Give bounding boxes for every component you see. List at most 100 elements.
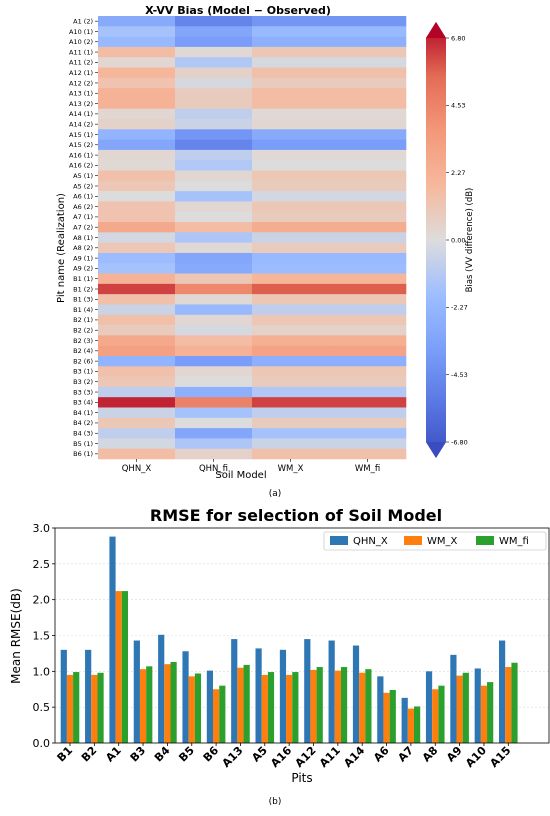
heatmap-row-label: A11 (2) bbox=[69, 59, 93, 67]
bar-wm-x bbox=[115, 591, 122, 743]
bar-chart-x-tick-label: B1 bbox=[55, 744, 76, 765]
heatmap-cell bbox=[98, 57, 176, 68]
heatmap-cell bbox=[175, 345, 253, 357]
heatmap-cell bbox=[98, 314, 176, 326]
colorbar-tick-label: -6.80 bbox=[451, 438, 468, 446]
heatmap-cell bbox=[98, 355, 176, 367]
heatmap-cell bbox=[175, 242, 253, 254]
bar-wm-fi bbox=[267, 672, 275, 743]
heatmap-cell bbox=[329, 417, 407, 429]
heatmap-cell bbox=[252, 57, 330, 68]
heatmap-row-label: B2 (4) bbox=[73, 347, 93, 355]
bar-chart-x-tick-label: A10 bbox=[463, 744, 489, 770]
heatmap-cell bbox=[175, 325, 253, 336]
heatmap-column-label: WM_X bbox=[278, 464, 304, 474]
heatmap-row-label: A9 (1) bbox=[73, 254, 93, 262]
heatmap-cell bbox=[98, 335, 176, 346]
heatmap-cell bbox=[252, 191, 330, 202]
heatmap-cell bbox=[329, 407, 407, 419]
bar-chart-y-ticks: 0.0 0.5 1.0 1.5 2.0 2.5 3.0 bbox=[33, 522, 55, 750]
heatmap-row-label: B3 (2) bbox=[73, 378, 93, 386]
heatmap-cells bbox=[98, 16, 407, 460]
bar-qhn-x bbox=[450, 654, 457, 743]
heatmap-cell bbox=[252, 149, 330, 161]
heatmap-row-label: B3 (4) bbox=[73, 399, 93, 407]
bar-wm-x bbox=[334, 670, 341, 743]
heatmap-cell bbox=[252, 67, 330, 79]
heatmap-cell bbox=[98, 397, 176, 408]
heatmap-cell bbox=[329, 77, 407, 89]
heatmap-cell bbox=[252, 283, 330, 295]
bar-wm-x bbox=[91, 674, 98, 743]
legend-label: WM_X bbox=[427, 536, 458, 547]
bar-chart-x-axis-label: Pits bbox=[291, 771, 312, 785]
bar-chart-x-tick-label: A12 bbox=[293, 744, 319, 770]
bar-qhn-x bbox=[425, 671, 433, 743]
heatmap-row-label: B1 (3) bbox=[73, 296, 93, 304]
heatmap-cell bbox=[98, 26, 176, 37]
bar-chart-y-tick-label: 0.0 bbox=[33, 737, 51, 750]
colorbar-min-arrow bbox=[426, 442, 446, 458]
heatmap-cell bbox=[175, 98, 253, 110]
heatmap-cell bbox=[252, 366, 330, 377]
heatmap-cell bbox=[98, 211, 176, 223]
heatmap-cell bbox=[329, 252, 407, 264]
heatmap-cell bbox=[175, 417, 253, 429]
heatmap-cell bbox=[175, 191, 253, 202]
heatmap-row-label: A7 (1) bbox=[73, 213, 93, 221]
heatmap-row-label: B6 (1) bbox=[73, 450, 93, 458]
bar-wm-x bbox=[310, 669, 317, 743]
heatmap-cell bbox=[175, 263, 253, 274]
heatmap-cell bbox=[98, 242, 176, 254]
heatmap-cell bbox=[252, 242, 330, 254]
heatmap-cell bbox=[175, 201, 253, 213]
bar-qhn-x bbox=[231, 639, 238, 743]
heatmap-cell bbox=[252, 345, 330, 357]
heatmap-cell bbox=[175, 108, 253, 120]
heatmap-cell bbox=[329, 160, 407, 171]
heatmap-cell bbox=[98, 376, 176, 388]
heatmap-cell bbox=[98, 139, 176, 151]
heatmap-row-label: B2 (2) bbox=[73, 327, 93, 335]
bar-chart-y-tick-label: 1.5 bbox=[33, 630, 51, 643]
heatmap-cell bbox=[252, 139, 330, 151]
heatmap-row-label: B4 (2) bbox=[73, 419, 93, 427]
heatmap-cell bbox=[329, 294, 407, 305]
bar-chart-x-tick-label: A8 bbox=[420, 744, 441, 765]
heatmap-cell bbox=[175, 160, 253, 171]
heatmap-cell bbox=[175, 67, 253, 79]
bar-qhn-x bbox=[352, 645, 360, 743]
bar-wm-fi bbox=[414, 706, 421, 743]
heatmap-cell bbox=[252, 16, 330, 27]
bar-chart-x-tick-label: A16 bbox=[268, 744, 294, 770]
heatmap-row-label: A8 (1) bbox=[73, 234, 93, 242]
heatmap-cell bbox=[175, 397, 253, 408]
heatmap-cell bbox=[329, 283, 407, 295]
heatmap-row-label: A11 (1) bbox=[69, 48, 93, 56]
heatmap-cell bbox=[329, 325, 407, 336]
heatmap-y-axis-label: Pit name (Realization) bbox=[56, 193, 67, 303]
bar-wm-x bbox=[407, 708, 414, 743]
heatmap-cell bbox=[98, 16, 176, 27]
colorbar-tick-label: 2.27 bbox=[451, 169, 465, 177]
heatmap-cell bbox=[252, 325, 330, 336]
heatmap-cell bbox=[329, 108, 407, 120]
heatmap-cell bbox=[252, 88, 330, 99]
heatmap-cell bbox=[329, 26, 407, 37]
heatmap-cell bbox=[252, 314, 330, 326]
heatmap-row-label: B1 (1) bbox=[73, 275, 93, 283]
heatmap-row-label: A15 (1) bbox=[69, 131, 93, 139]
heatmap-row-label: A15 (2) bbox=[69, 141, 93, 149]
heatmap-cell bbox=[329, 119, 407, 130]
bar-chart-x-tick-label: B6 bbox=[201, 744, 222, 765]
heatmap-row-label: A16 (1) bbox=[69, 151, 93, 159]
heatmap-cell bbox=[98, 77, 176, 89]
bar-chart-y-tick-label: 0.5 bbox=[33, 701, 51, 714]
heatmap-cell bbox=[329, 191, 407, 202]
bar-chart-x-tick-label: A11 bbox=[317, 744, 343, 770]
heatmap-cell bbox=[98, 160, 176, 171]
bar-wm-fi bbox=[194, 673, 202, 743]
heatmap-chart: X-VV Bias (Model − Observed) A1 (2) A10 (… bbox=[56, 4, 475, 499]
heatmap-cell bbox=[175, 222, 253, 233]
